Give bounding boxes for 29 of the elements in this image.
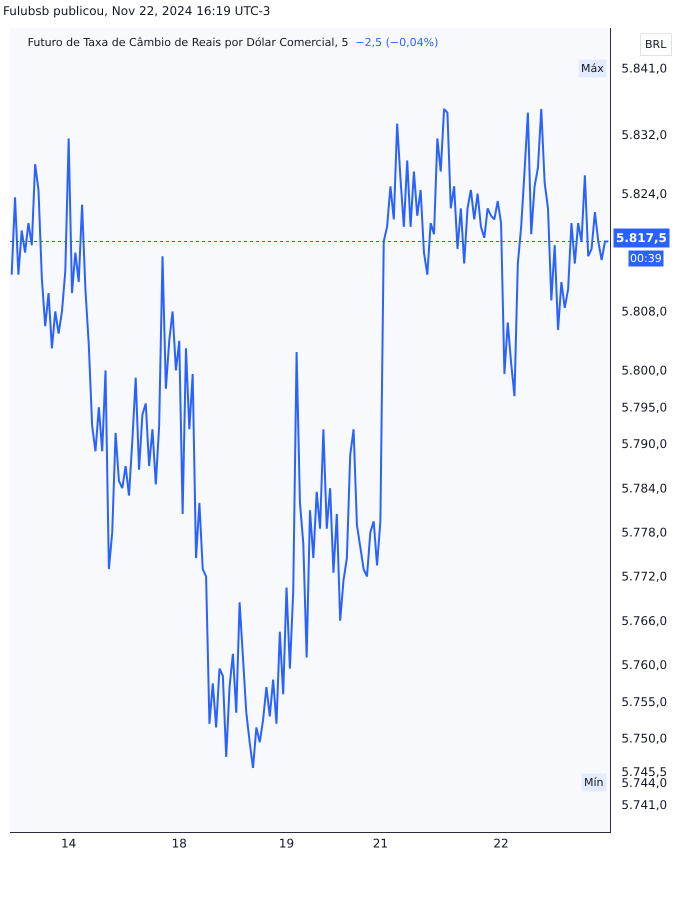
- text: BRL: [645, 38, 668, 51]
- x-tick-label: 21: [372, 836, 388, 850]
- y-tick-label: 5.808,0: [621, 304, 668, 319]
- x-tick-label: 18: [172, 836, 187, 850]
- y-tick-label: 5.790,0: [621, 437, 668, 452]
- x-tick-label: 22: [493, 836, 509, 850]
- x-tick-label: 19: [278, 836, 294, 850]
- ref-line-label: 5.817,5: [616, 231, 667, 245]
- annotation: Máx: [581, 62, 604, 75]
- text: 00:39: [630, 252, 662, 265]
- y-tick-label: 5.745,5: [621, 764, 668, 779]
- y-tick-label: 5.760,0: [621, 658, 668, 672]
- x-tick-label: 14: [61, 836, 76, 850]
- y-tick-label: 5.741,0: [621, 798, 668, 812]
- text: Fulubsb publicou, Nov 22, 2024 16:19 UTC-3: [3, 4, 270, 18]
- y-tick-label: 5.755,0: [621, 694, 668, 709]
- y-tick-label: 5.784,0: [621, 481, 668, 496]
- text: −2,5 (−0,04%): [355, 36, 438, 49]
- y-tick-label: 5.841,0: [621, 62, 668, 76]
- y-tick-label: 5.772,0: [621, 570, 668, 584]
- y-tick-label: 5.795,0: [621, 400, 668, 414]
- y-tick-label: 5.766,0: [621, 614, 668, 628]
- annotation: Mín: [584, 776, 604, 789]
- y-tick-label: 5.832,0: [621, 128, 668, 142]
- y-tick-label: 5.800,0: [621, 364, 668, 378]
- y-tick-label: 5.824,0: [621, 186, 668, 201]
- text: Futuro de Taxa de Câmbio de Reais por Dólar Comercial, 5: [28, 36, 348, 49]
- y-tick-label: 5.750,0: [621, 732, 668, 746]
- y-tick-label: 5.778,0: [621, 526, 668, 540]
